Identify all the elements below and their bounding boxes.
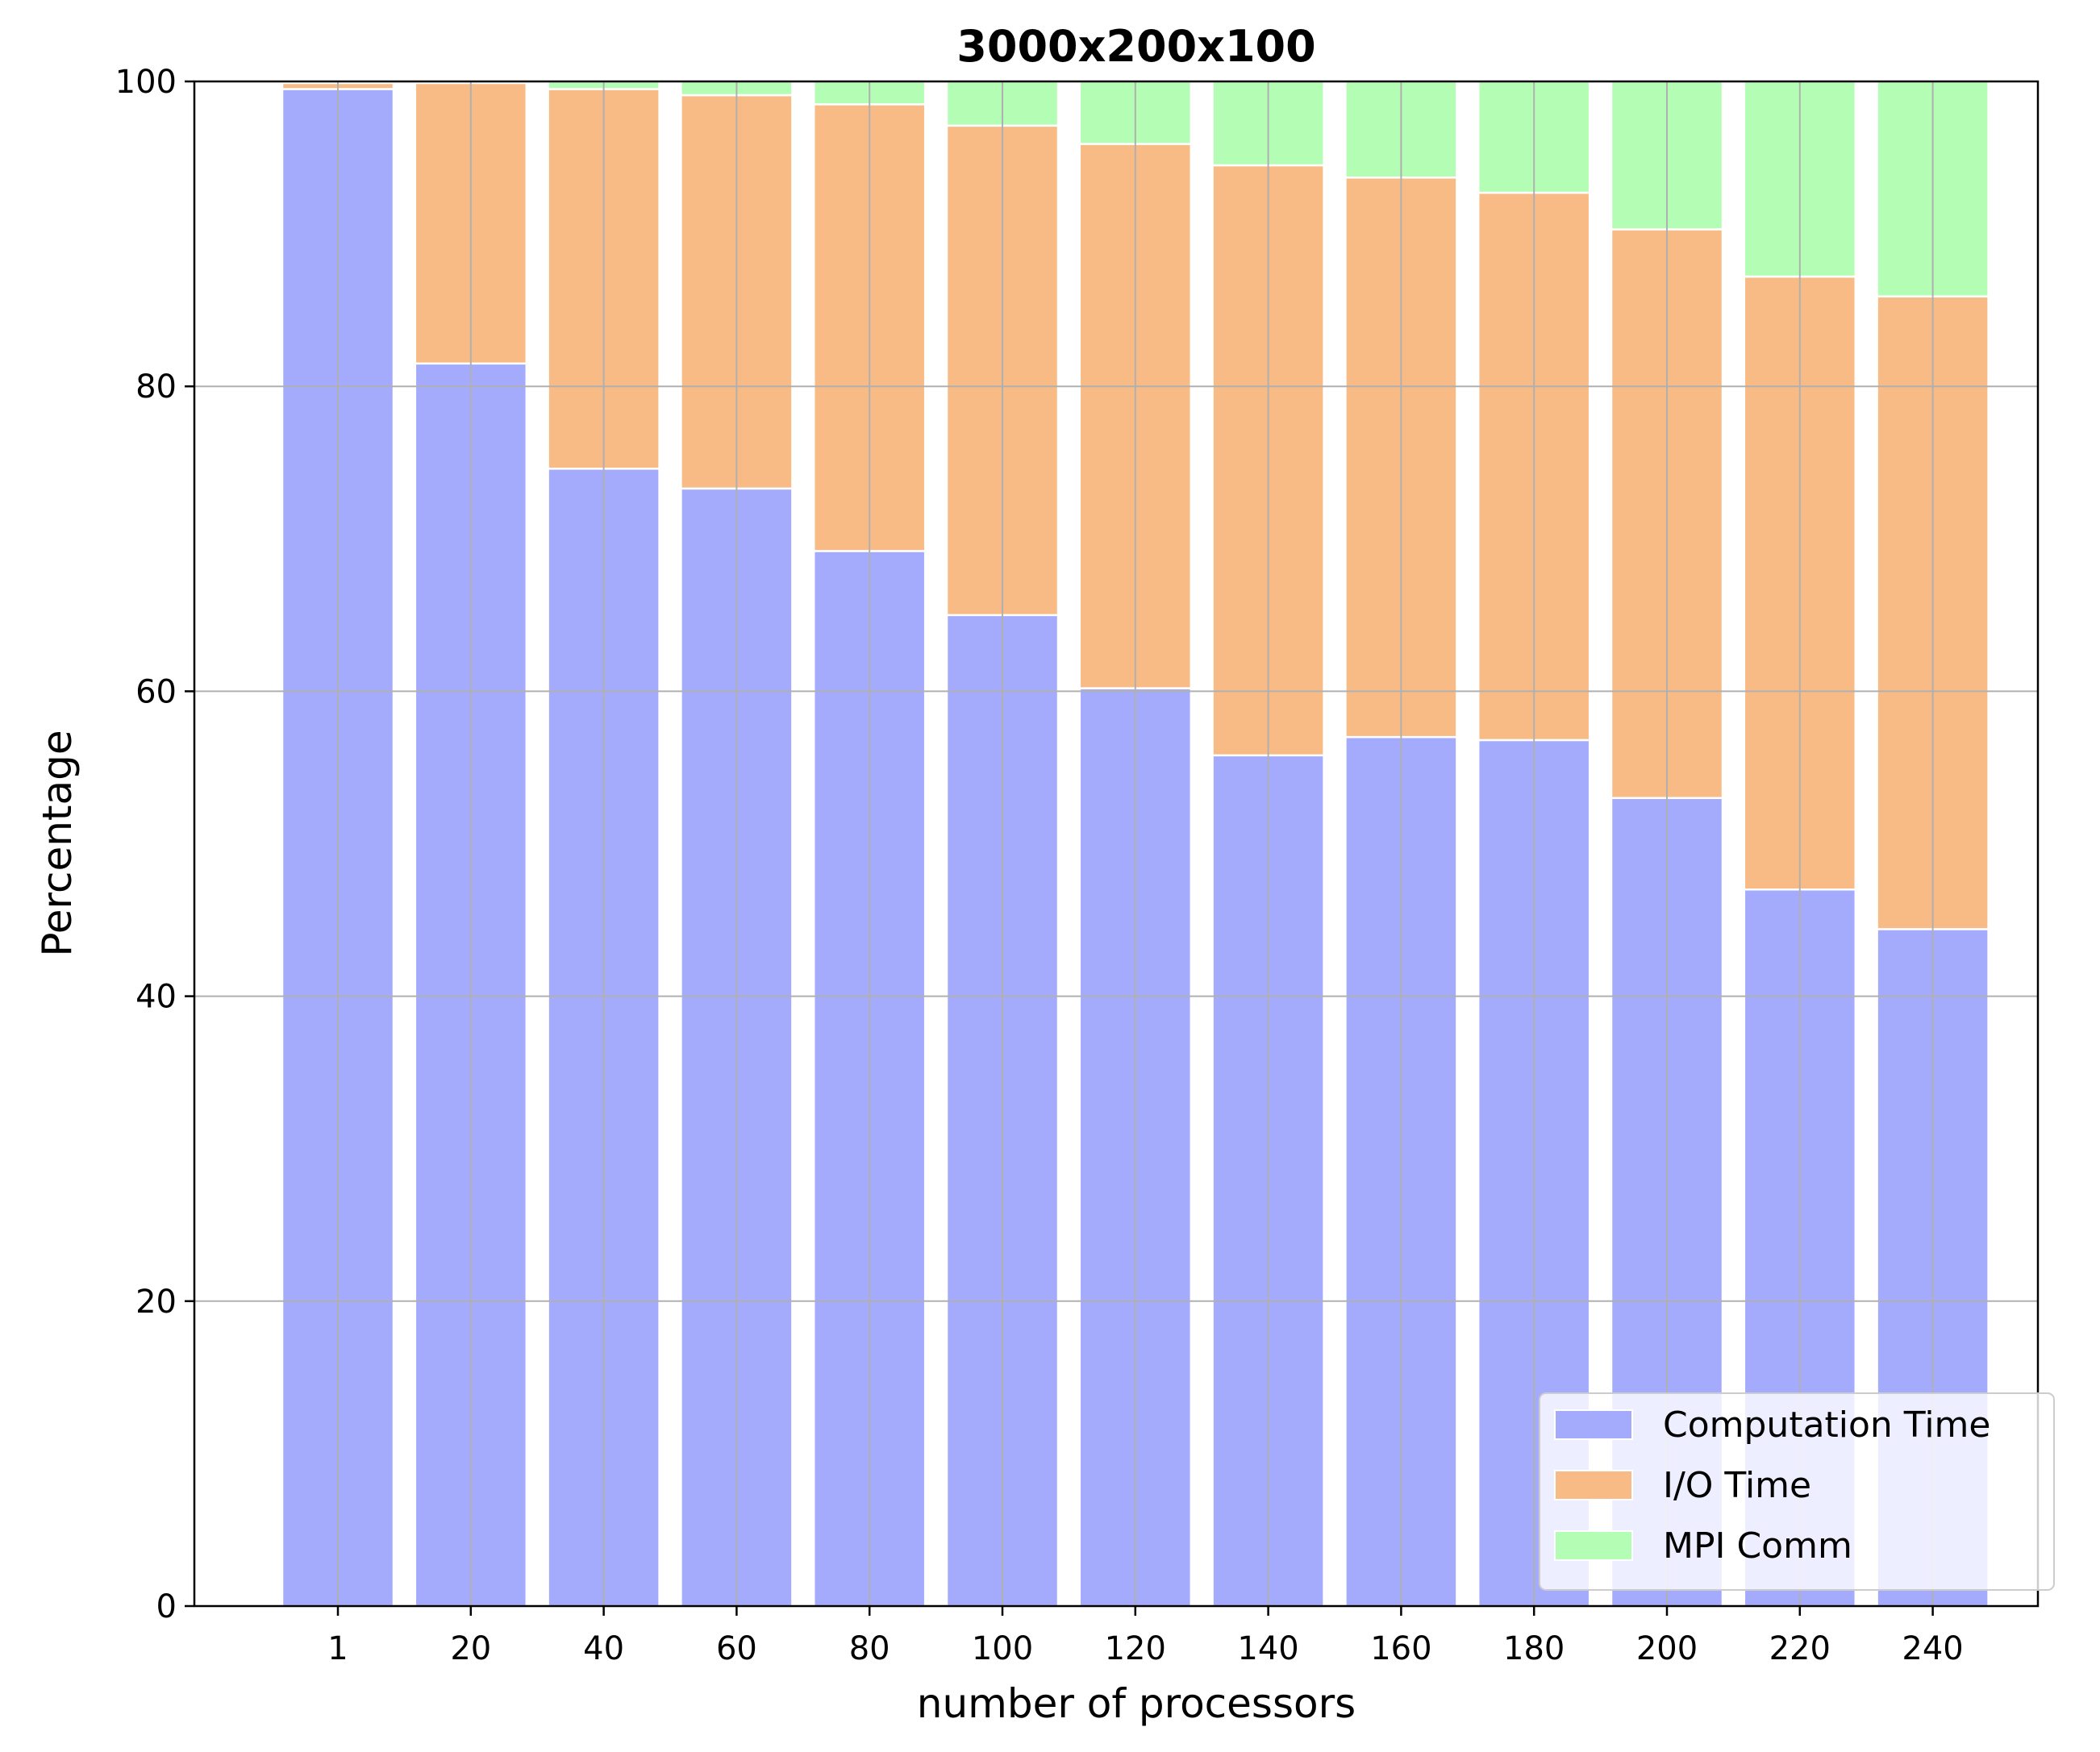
legend-frame bbox=[1539, 1392, 2055, 1591]
x-tick-label-100: 100 bbox=[972, 1630, 1033, 1667]
x-tick-label-20: 20 bbox=[450, 1630, 491, 1667]
y-tick-label-40: 40 bbox=[135, 979, 177, 1016]
x-tick-label-120: 120 bbox=[1105, 1630, 1166, 1667]
y-axis-title: Percentage bbox=[34, 730, 81, 956]
x-tick-label-200: 200 bbox=[1636, 1630, 1698, 1667]
y-tick-label-0: 0 bbox=[156, 1588, 177, 1625]
grid-layer bbox=[194, 81, 2038, 1606]
y-tick-label-20: 20 bbox=[135, 1284, 177, 1321]
x-axis-title: number of processors bbox=[917, 1680, 1356, 1727]
x-tick-label-220: 220 bbox=[1769, 1630, 1831, 1667]
legend-label-mpi-comm: MPI Comm bbox=[1663, 1525, 1852, 1567]
x-tick-label-160: 160 bbox=[1370, 1630, 1431, 1667]
x-tick-label-140: 140 bbox=[1237, 1630, 1298, 1667]
chart-title: 3000x200x100 bbox=[956, 21, 1315, 72]
x-tick-label-60: 60 bbox=[716, 1630, 757, 1667]
x-tick-label-80: 80 bbox=[849, 1630, 890, 1667]
legend-swatch-i-o-time bbox=[1554, 1470, 1633, 1500]
legend-label-computation-time: Computation Time bbox=[1663, 1405, 1990, 1446]
y-tick-label-60: 60 bbox=[135, 673, 177, 710]
x-tick-label-240: 240 bbox=[1902, 1630, 1963, 1667]
x-tick-label-40: 40 bbox=[583, 1630, 624, 1667]
legend-label-i-o-time: I/O Time bbox=[1663, 1465, 1811, 1506]
x-tick-label-180: 180 bbox=[1503, 1630, 1565, 1667]
y-tick-label-100: 100 bbox=[115, 64, 177, 101]
legend-swatch-computation-time bbox=[1554, 1409, 1633, 1440]
y-tick-label-80: 80 bbox=[135, 368, 177, 406]
plot-frame bbox=[193, 80, 2040, 1608]
x-tick-label-1: 1 bbox=[327, 1630, 348, 1667]
legend: Computation Time I/O Time MPI Comm bbox=[1539, 1392, 2055, 1591]
legend-swatch-mpi-comm bbox=[1554, 1530, 1633, 1561]
